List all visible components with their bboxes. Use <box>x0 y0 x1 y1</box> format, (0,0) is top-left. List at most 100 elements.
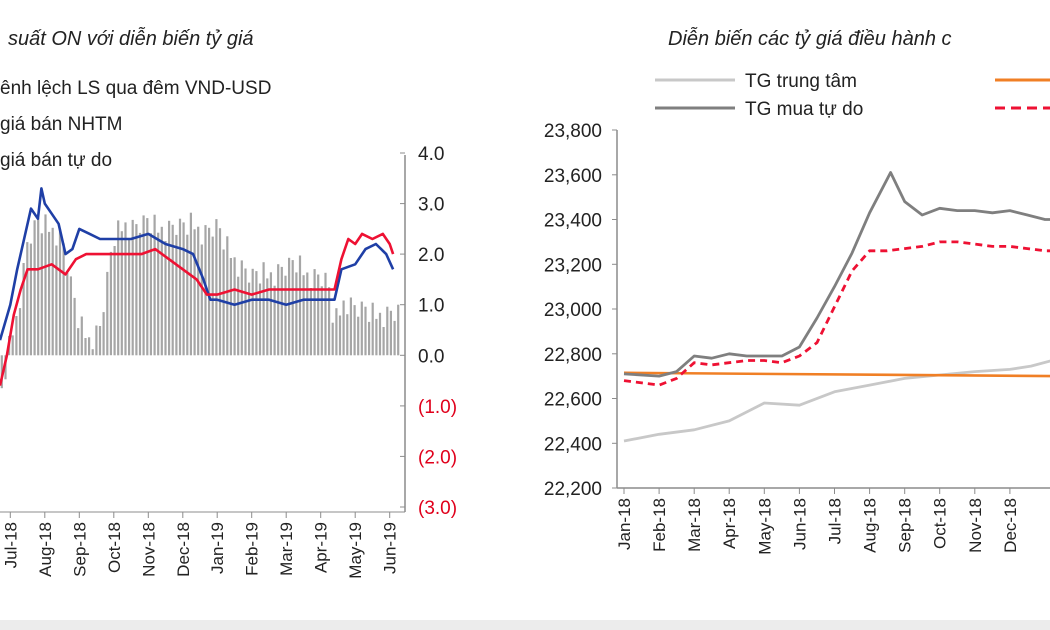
left-bar <box>69 276 72 356</box>
left-bar <box>255 271 258 356</box>
right-chart: Diễn biến các tỷ giá điều hành c TG trun… <box>544 27 1050 555</box>
left-bar <box>91 349 94 356</box>
left-bar <box>120 231 123 356</box>
left-bar <box>389 310 392 356</box>
left-bar <box>360 301 363 356</box>
left-line-nhtm <box>0 187 395 341</box>
left-bar <box>331 322 334 356</box>
right-x-tick-label: Nov-18 <box>966 498 985 553</box>
left-bar <box>18 308 22 356</box>
left-bar <box>306 272 309 356</box>
left-bar <box>22 263 25 356</box>
left-y-tick-label: 4.0 <box>418 144 444 165</box>
left-y-tick-label: (3.0) <box>418 498 457 519</box>
right-line-red-dashed <box>623 240 1050 387</box>
right-y-tick-label: 22,800 <box>544 345 602 366</box>
left-bar <box>233 257 236 356</box>
right-y-tick-label: 23,600 <box>544 166 602 187</box>
left-bar <box>393 320 396 356</box>
left-bar <box>262 262 265 356</box>
right-x-tick-label: Jul-18 <box>826 498 845 544</box>
right-y-tick-label: 22,400 <box>544 434 602 455</box>
left-bar <box>295 272 298 356</box>
left-bar <box>189 212 192 356</box>
right-y-tick-label: 23,200 <box>544 255 602 276</box>
right-x-tick-label: Aug-18 <box>861 498 880 553</box>
left-bar <box>313 269 316 356</box>
left-bar <box>208 227 211 356</box>
left-bar <box>226 236 229 356</box>
left-x-tick-label: Apr-19 <box>312 522 331 573</box>
left-line-series <box>0 187 395 386</box>
left-bar <box>269 272 272 356</box>
right-x-tick-label: Jun-18 <box>790 498 809 550</box>
left-bar <box>317 274 320 356</box>
left-x-tick-label: Aug-18 <box>36 522 55 577</box>
left-bar <box>178 218 182 356</box>
left-bar <box>364 306 367 356</box>
left-x-tick-label: Jan-19 <box>208 522 227 574</box>
left-bar <box>128 238 131 356</box>
left-bar <box>157 232 160 356</box>
left-bar <box>193 229 196 356</box>
left-bar <box>0 355 3 389</box>
right-line-series <box>623 171 1050 443</box>
left-x-tick-label: Sep-18 <box>70 522 89 577</box>
left-bar <box>55 245 58 356</box>
left-bar <box>368 321 371 356</box>
left-bar <box>204 225 207 356</box>
right-x-tick-label: Oct-18 <box>931 498 950 549</box>
left-bar <box>397 304 400 356</box>
left-x-tick-label: Feb-19 <box>243 522 262 576</box>
right-y-tick-label: 22,200 <box>544 479 602 500</box>
right-x-tick-label: Feb-18 <box>650 498 669 552</box>
left-bar <box>335 308 338 356</box>
right-x-tick-label: Jan-18 <box>615 498 634 550</box>
right-x-tick-label: May-18 <box>755 498 774 555</box>
left-bar <box>138 232 142 356</box>
left-bar <box>357 316 360 356</box>
left-bar <box>77 328 80 356</box>
left-bar <box>51 227 54 356</box>
left-bar <box>171 224 174 356</box>
left-bar <box>73 297 76 356</box>
left-legend: ênh lệch LS qua đêm VND-USD giá bán NHTM… <box>0 78 271 171</box>
left-bar <box>215 219 218 356</box>
left-bar <box>33 220 36 356</box>
left-bar <box>386 306 389 356</box>
right-line-tg-mua-tu-do <box>623 171 1050 378</box>
left-bar-series <box>0 212 400 389</box>
right-chart-title: Diễn biến các tỷ giá điều hành c <box>668 27 952 50</box>
left-bar <box>346 314 349 356</box>
right-line-tg-trung-tam <box>623 359 1050 443</box>
bottom-strip <box>0 620 1050 630</box>
left-bar <box>80 316 83 356</box>
right-y-tick-label: 22,600 <box>544 390 602 411</box>
left-bar <box>62 243 65 356</box>
left-bar <box>320 286 323 356</box>
left-bar <box>84 338 87 356</box>
right-legend: TG trung tâm TG mua tự do <box>655 71 1050 120</box>
left-bar <box>95 325 98 356</box>
left-bar <box>280 266 283 356</box>
left-bar <box>342 300 345 356</box>
left-bar <box>251 268 254 356</box>
left-bar <box>109 251 112 356</box>
left-x-tick-label: Dec-18 <box>174 522 193 577</box>
right-legend-tg-mua-tu-do: TG mua tự do <box>745 99 863 120</box>
left-right-axis-ticks: 4.0 3.0 2.0 1.0 0.0 (1.0) (2.0) (3.0) <box>400 144 457 519</box>
left-bar <box>146 218 149 356</box>
left-bar <box>106 271 109 356</box>
left-y-tick-label: (2.0) <box>418 447 457 468</box>
left-bar <box>175 234 178 356</box>
left-bar <box>338 315 342 356</box>
left-bar <box>218 228 222 356</box>
right-x-tick-label: Sep-18 <box>896 498 915 553</box>
left-bar <box>298 255 302 356</box>
left-y-tick-label: 1.0 <box>418 296 444 317</box>
left-bar <box>353 305 356 356</box>
left-bar <box>273 285 276 356</box>
left-x-tick-label: Mar-19 <box>277 522 296 576</box>
left-bar <box>135 224 138 356</box>
